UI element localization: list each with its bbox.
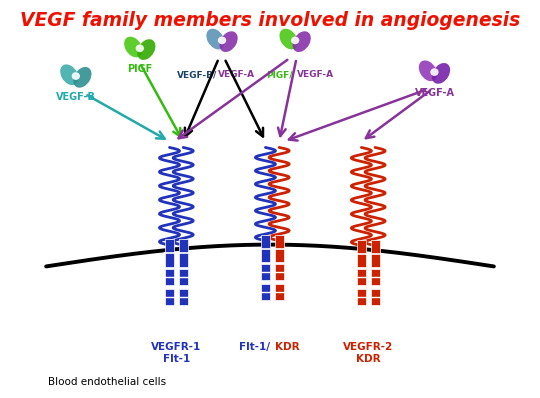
FancyBboxPatch shape	[179, 269, 188, 285]
Text: VEGF family members involved in angiogenesis: VEGF family members involved in angiogen…	[20, 11, 520, 29]
Ellipse shape	[432, 63, 450, 84]
Ellipse shape	[72, 72, 80, 80]
Ellipse shape	[137, 39, 156, 60]
Text: VEGF-B/: VEGF-B/	[177, 70, 218, 79]
Text: VEGF-B: VEGF-B	[56, 92, 96, 101]
Text: VEGFR-1
Flt-1: VEGFR-1 Flt-1	[151, 342, 201, 364]
Text: Flt-1/: Flt-1/	[239, 342, 270, 352]
Ellipse shape	[419, 60, 437, 81]
Ellipse shape	[430, 68, 438, 76]
FancyBboxPatch shape	[370, 289, 380, 305]
FancyBboxPatch shape	[357, 289, 366, 305]
Text: VEGF-A: VEGF-A	[415, 88, 455, 98]
Ellipse shape	[219, 31, 238, 52]
FancyBboxPatch shape	[261, 284, 270, 300]
Text: Blood endothelial cells: Blood endothelial cells	[49, 377, 166, 387]
Ellipse shape	[291, 37, 299, 44]
Text: VEGF-A: VEGF-A	[218, 70, 255, 79]
FancyBboxPatch shape	[165, 289, 174, 305]
FancyBboxPatch shape	[274, 264, 284, 280]
FancyBboxPatch shape	[179, 289, 188, 305]
Ellipse shape	[124, 37, 143, 57]
FancyBboxPatch shape	[370, 240, 380, 267]
Ellipse shape	[293, 31, 311, 52]
Text: PlGF/: PlGF/	[266, 70, 293, 79]
Ellipse shape	[280, 29, 298, 49]
Ellipse shape	[218, 37, 226, 44]
FancyBboxPatch shape	[165, 239, 174, 267]
Text: PlGF: PlGF	[127, 64, 152, 74]
Ellipse shape	[136, 45, 144, 52]
Ellipse shape	[73, 67, 91, 88]
FancyBboxPatch shape	[357, 240, 366, 267]
FancyBboxPatch shape	[357, 269, 366, 285]
FancyBboxPatch shape	[261, 264, 270, 280]
FancyBboxPatch shape	[274, 235, 284, 262]
Text: VEGF-A: VEGF-A	[298, 70, 335, 79]
FancyBboxPatch shape	[370, 269, 380, 285]
FancyBboxPatch shape	[261, 235, 270, 262]
FancyBboxPatch shape	[274, 284, 284, 300]
Text: KDR: KDR	[274, 342, 299, 352]
Ellipse shape	[206, 29, 225, 49]
FancyBboxPatch shape	[165, 269, 174, 285]
FancyBboxPatch shape	[179, 239, 188, 267]
Text: VEGFR-2
KDR: VEGFR-2 KDR	[343, 342, 393, 364]
Ellipse shape	[60, 64, 78, 85]
